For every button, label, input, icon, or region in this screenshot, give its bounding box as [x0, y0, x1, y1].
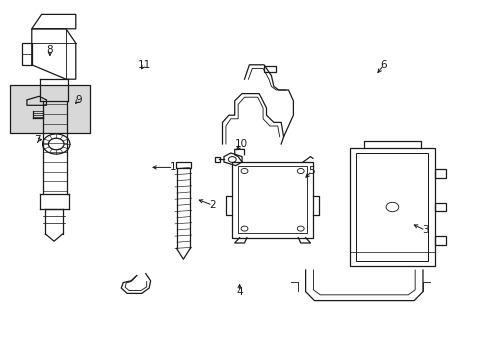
Text: 4: 4	[236, 287, 243, 297]
FancyBboxPatch shape	[10, 85, 90, 133]
Text: 5: 5	[308, 166, 315, 176]
Text: 6: 6	[380, 60, 386, 70]
Text: 9: 9	[75, 95, 81, 105]
Text: 11: 11	[137, 60, 151, 70]
Text: 10: 10	[234, 139, 247, 149]
Text: 8: 8	[46, 45, 53, 55]
Text: 2: 2	[209, 200, 216, 210]
Text: 1: 1	[170, 162, 177, 172]
Text: 7: 7	[34, 135, 41, 145]
Text: 3: 3	[421, 225, 428, 235]
